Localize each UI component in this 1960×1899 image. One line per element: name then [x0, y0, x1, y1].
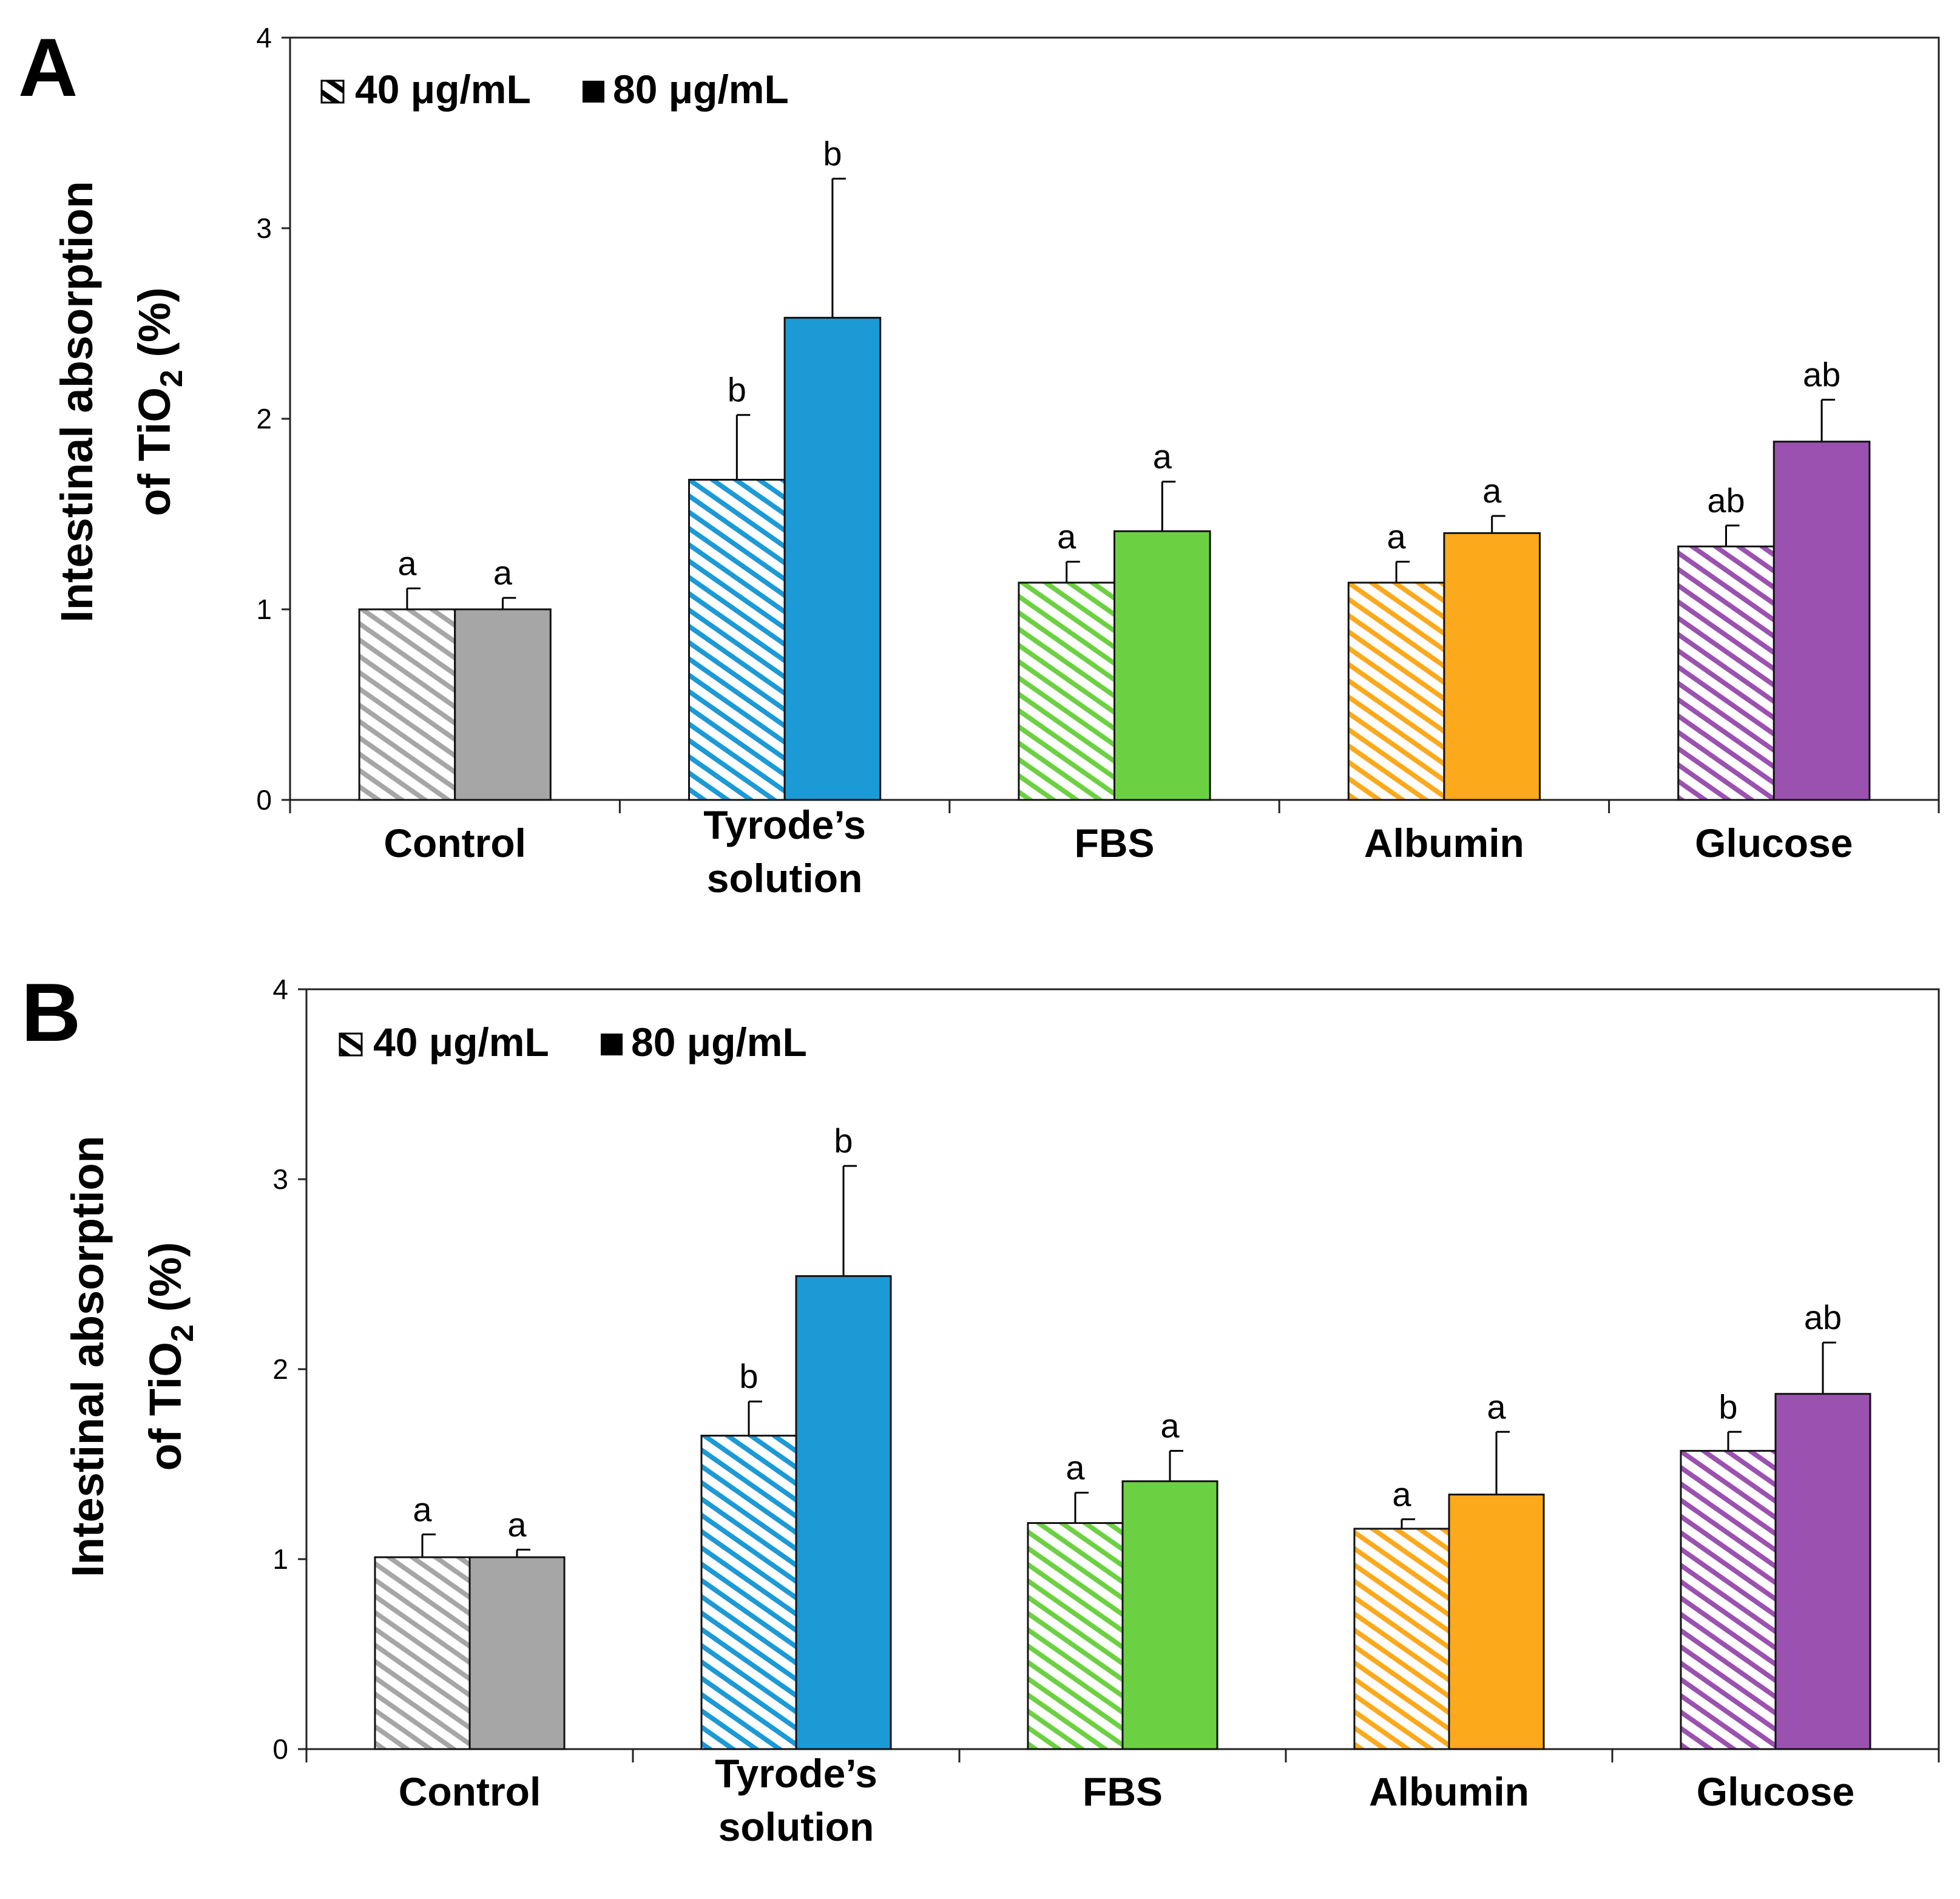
- y-tick-label: 1: [256, 594, 272, 625]
- x-category-label: Albumin: [1369, 1769, 1529, 1814]
- y-tick-label: 0: [272, 1733, 288, 1765]
- significance-label: a: [1057, 518, 1076, 556]
- legend-label-80: 80 μg/mL: [613, 67, 789, 112]
- panel-label: A: [18, 21, 78, 113]
- panel-label: B: [21, 966, 81, 1058]
- y-tick-label: 1: [272, 1543, 288, 1575]
- significance-label: b: [728, 371, 746, 409]
- legend-label-40: 40 μg/mL: [355, 67, 531, 112]
- bar-80-3: [1443, 532, 1541, 801]
- bar-40-4: [1677, 545, 1775, 801]
- bar-80-0: [454, 608, 552, 801]
- bar-80-4: [1772, 441, 1871, 801]
- significance-label: a: [413, 1490, 432, 1528]
- significance-label: a: [397, 544, 417, 582]
- y-tick-label: 3: [256, 212, 272, 244]
- significance-label: a: [1066, 1448, 1085, 1486]
- bar-40-1: [700, 1435, 797, 1750]
- panel-b: B Intestinal absorption of TiO2 (%) 40 μ…: [21, 966, 1940, 1849]
- x-category-label: Control: [399, 1769, 541, 1814]
- bar-40-0: [374, 1556, 471, 1750]
- y-axis-label-line1: Intestinal absorption: [63, 1136, 113, 1577]
- x-category-label: FBS: [1075, 821, 1155, 865]
- legend: 40 μg/mL 80 μg/mL: [339, 1020, 807, 1065]
- significance-label: a: [507, 1505, 527, 1543]
- legend: 40 μg/mL 80 μg/mL: [320, 67, 789, 112]
- x-category-label: Albumin: [1364, 821, 1524, 865]
- bar-40-4: [1680, 1450, 1777, 1750]
- x-category-label: Glucose: [1697, 1769, 1854, 1814]
- significance-label: b: [739, 1357, 758, 1395]
- bar-40-0: [358, 608, 456, 801]
- x-category-label: Tyrode’s solution: [715, 1751, 877, 1849]
- x-category-label: Tyrode’s solution: [703, 802, 866, 901]
- panel-a: A Intestinal absorption of TiO2 (%) 40 μ…: [18, 21, 1940, 901]
- bar-80-4: [1774, 1393, 1871, 1750]
- significance-label: a: [1153, 438, 1172, 476]
- significance-label: a: [493, 553, 513, 592]
- y-tick-label: 2: [256, 403, 272, 435]
- bar-80-1: [783, 317, 882, 801]
- significance-label: a: [1482, 472, 1502, 510]
- legend-swatch-hatched: [339, 1032, 363, 1057]
- legend-swatch-solid: [583, 81, 604, 103]
- significance-label: b: [823, 134, 842, 172]
- significance-label: ab: [1707, 481, 1745, 520]
- significance-label: b: [1718, 1387, 1737, 1426]
- y-tick-label: 0: [256, 784, 272, 816]
- significance-label: ab: [1803, 356, 1840, 394]
- bar-40-2: [1018, 581, 1115, 801]
- y-tick-label: 3: [272, 1163, 288, 1195]
- significance-label: a: [1160, 1407, 1180, 1445]
- y-axis-label-line2: of TiO2 (%): [129, 288, 189, 516]
- bar-80-0: [468, 1556, 566, 1750]
- y-axis-label-line2: of TiO2 (%): [140, 1242, 200, 1471]
- bar-80-2: [1121, 1480, 1218, 1750]
- y-axis-label-line1: Intestinal absorption: [52, 181, 102, 623]
- bar-80-2: [1113, 530, 1211, 801]
- significance-label: b: [834, 1122, 853, 1160]
- y-tick-label: 2: [272, 1353, 288, 1385]
- significance-label: ab: [1804, 1298, 1842, 1336]
- bar-80-3: [1448, 1494, 1545, 1750]
- significance-label: a: [1392, 1475, 1411, 1513]
- bar-40-3: [1347, 581, 1445, 801]
- y-tick-label: 4: [272, 973, 288, 1005]
- bar-40-2: [1027, 1522, 1124, 1750]
- significance-label: a: [1487, 1387, 1506, 1426]
- legend-swatch-solid: [601, 1034, 623, 1055]
- significance-label: a: [1387, 518, 1407, 556]
- plot-area: 0 1 2 3 4 a a Control b b Tyrode’s solution a a FBS a a A…: [272, 973, 1940, 1849]
- x-category-label: Control: [384, 821, 526, 865]
- plot-area: 0 1 2 3 4 a a Control b b Tyrode’s solution a a FBS a a A…: [256, 22, 1940, 901]
- bar-80-1: [795, 1275, 892, 1750]
- bar-40-3: [1353, 1528, 1450, 1750]
- x-category-label: FBS: [1083, 1769, 1163, 1814]
- legend-label-40: 40 μg/mL: [373, 1020, 549, 1065]
- legend-label-80: 80 μg/mL: [631, 1020, 807, 1065]
- x-category-label: Glucose: [1695, 821, 1853, 865]
- y-tick-label: 4: [256, 22, 272, 53]
- legend-swatch-hatched: [320, 80, 345, 104]
- bar-40-1: [688, 478, 786, 801]
